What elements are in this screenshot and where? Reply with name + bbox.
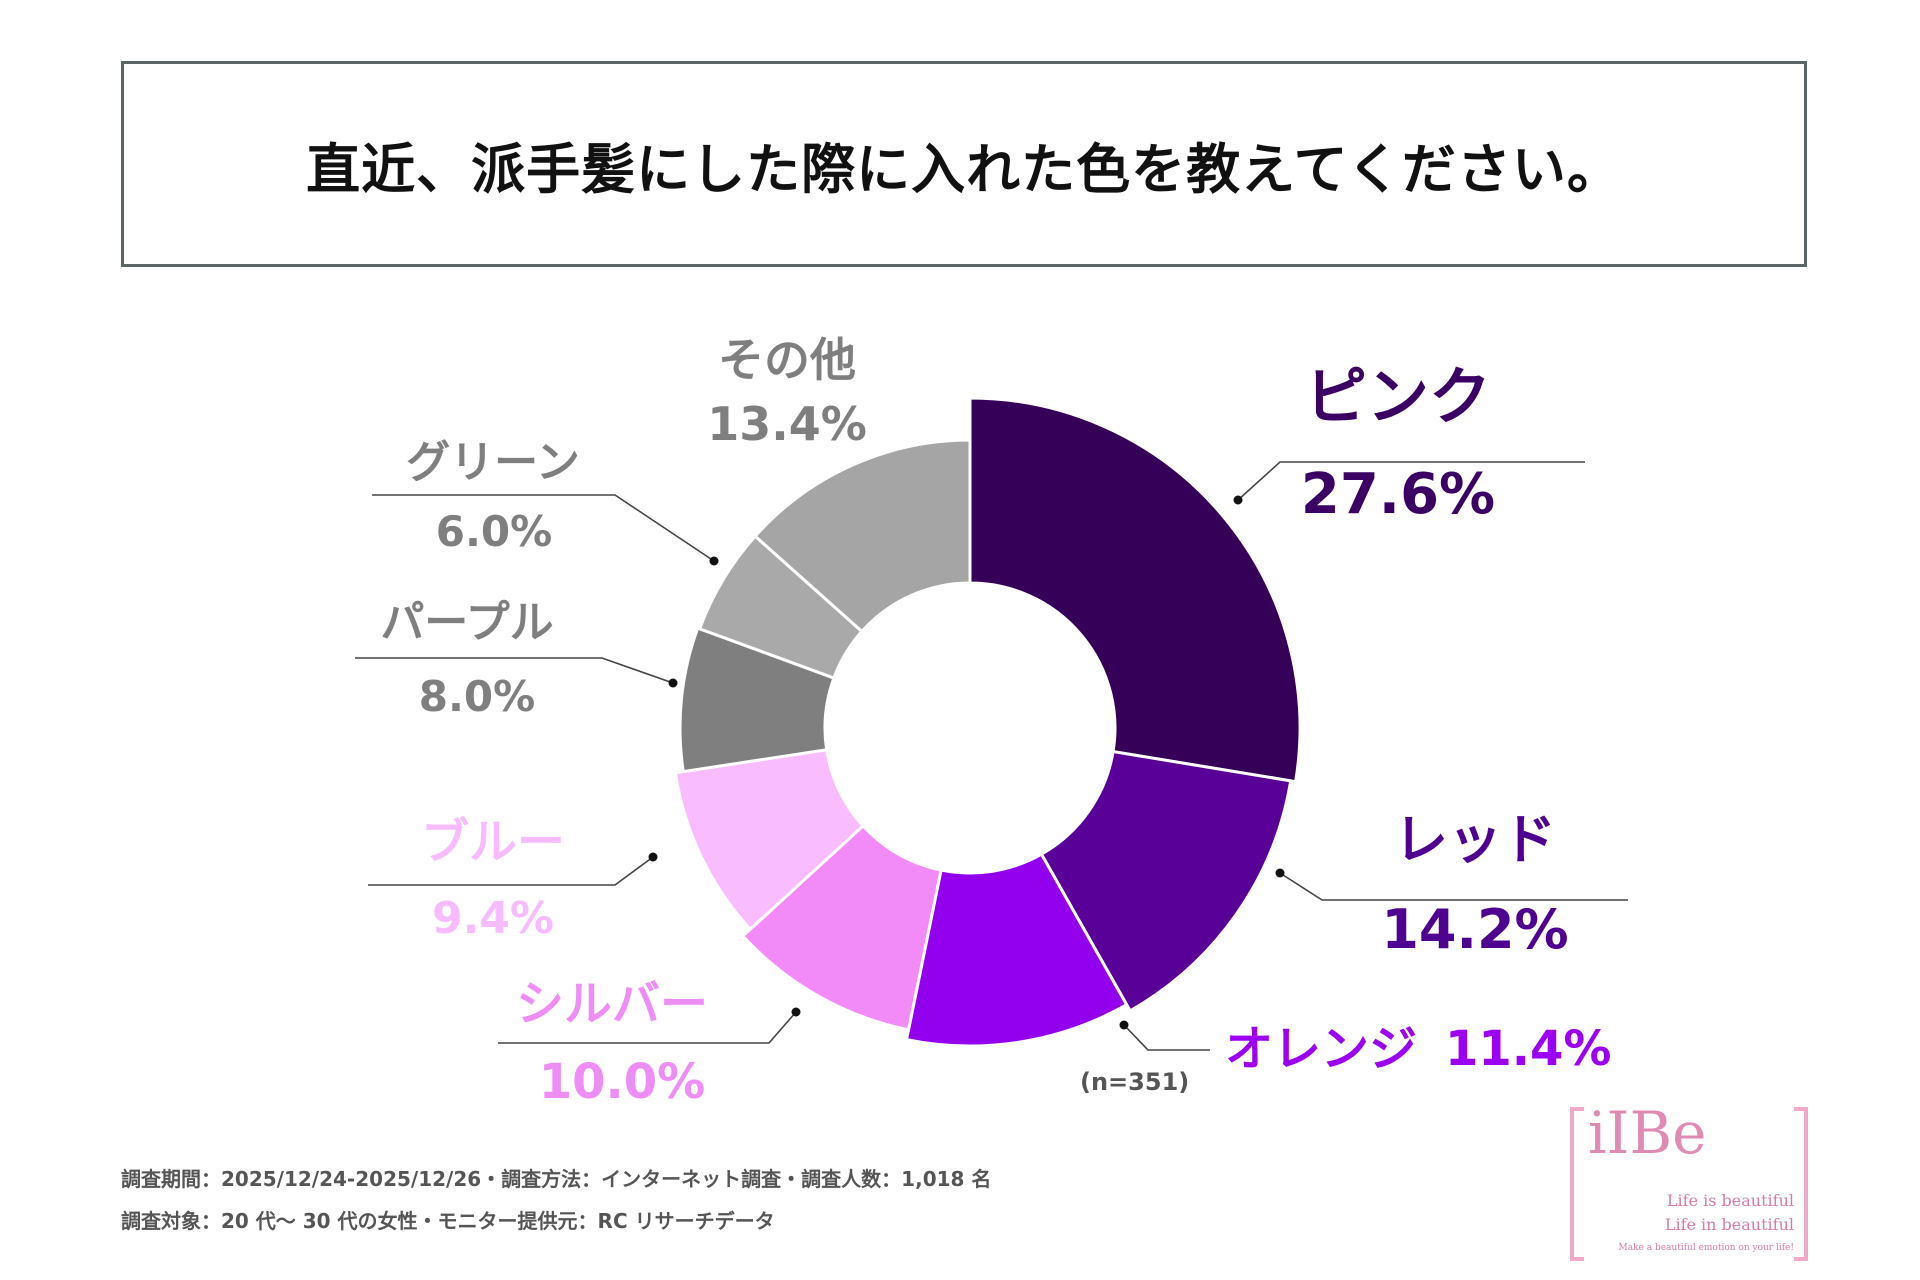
slice-ブルー: [673, 748, 866, 932]
label-name-シルバー: シルバー: [516, 976, 708, 1032]
label-value-シルバー: 10.0%: [539, 1054, 706, 1110]
slice-レッド: [1039, 749, 1293, 1013]
leader-line-ピンク: [1237, 461, 1585, 501]
leader-dot-グリーン: [709, 556, 719, 566]
chart-title: 直近、派手髪にした際に入れた色を教えてください。: [306, 137, 1622, 201]
label-name-その他: その他: [718, 333, 856, 387]
label-name-ブルー: ブルー: [421, 814, 565, 870]
leader-dot-オレンジ: [1119, 1020, 1129, 1030]
leader-dot-レッド: [1275, 868, 1285, 878]
leader-line-グリーン: [372, 494, 715, 562]
leader-line-オレンジ: [1123, 1024, 1210, 1051]
logo-bracket-right: [1794, 1107, 1808, 1261]
logo-name: iIBe: [1588, 1099, 1707, 1167]
label-value-パープル: 8.0%: [419, 672, 535, 721]
label-value-レッド: 14.2%: [1381, 898, 1568, 961]
slice-ピンク: [968, 396, 1302, 784]
slice-その他: [753, 438, 972, 634]
brand-logo: iIBe Life is beautiful Life in beautiful…: [1570, 1099, 1808, 1261]
leader-dot-ピンク: [1233, 495, 1243, 505]
title-box: 直近、派手髪にした際に入れた色を教えてください。: [121, 61, 1807, 267]
label-value-グリーン: 6.0%: [436, 507, 552, 556]
logo-tagline-3: Make a beautiful emotion on your life!: [1618, 1243, 1794, 1253]
leader-line-ブルー: [368, 856, 654, 886]
logo-bracket-left: [1570, 1107, 1584, 1261]
logo-tagline-2: Life in beautiful: [1664, 1215, 1794, 1234]
leader-line-パープル: [355, 657, 674, 684]
leader-dot-ブルー: [648, 852, 658, 862]
label-value-その他: 13.4%: [707, 397, 867, 451]
label-name-グリーン: グリーン: [406, 437, 580, 488]
label-value-ピンク: 27.6%: [1301, 462, 1495, 527]
leader-line-レッド: [1279, 872, 1628, 901]
logo-tagline-1: Life is beautiful: [1666, 1191, 1794, 1210]
label-name-ピンク: ピンク: [1305, 360, 1491, 433]
leader-line-シルバー: [498, 1011, 797, 1044]
label-name-レッド: レッド: [1394, 808, 1556, 871]
sample-size-label: (n=351): [1080, 1068, 1189, 1096]
leader-dot-シルバー: [791, 1007, 801, 1017]
footer-survey-target: 調査対象：20 代〜 30 代の女性・モニター提供元：RC リサーチデータ: [121, 1209, 775, 1233]
leader-dot-パープル: [668, 678, 678, 688]
label-value-ブルー: 9.4%: [432, 893, 554, 944]
label-name-オレンジ: オレンジ: [1225, 1021, 1417, 1077]
slice-オレンジ: [904, 852, 1129, 1048]
slice-シルバー: [740, 823, 943, 1032]
label-value-オレンジ: 11.4%: [1445, 1021, 1612, 1077]
label-name-パープル: パープル: [380, 597, 553, 648]
footer-survey-period: 調査期間：2025/12/24-2025/12/26・調査方法：インターネット調…: [121, 1167, 992, 1191]
